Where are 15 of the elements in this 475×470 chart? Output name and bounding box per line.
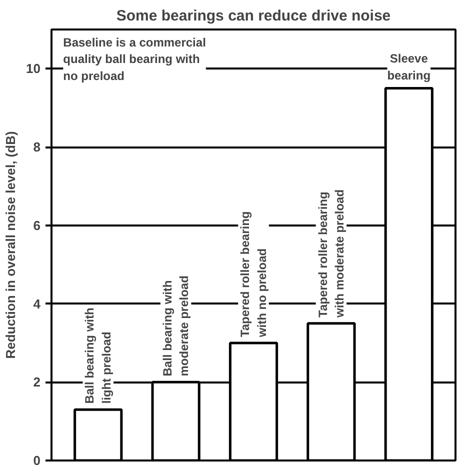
chart-title: Some bearings can reduce drive noise	[116, 8, 391, 24]
x-tick-label: Tapered roller bearing with moderate preload	[316, 189, 347, 318]
x-tick-label: Ball bearing with moderate preload	[160, 276, 192, 376]
y-axis-title: Reduction in overall noise level, (dB)	[3, 131, 18, 359]
bar	[74, 408, 123, 460]
y-tick-label: 0	[33, 453, 41, 468]
x-tick-label: Tapered roller bearing with no preload	[238, 211, 269, 338]
y-tick-label: 6	[33, 218, 41, 233]
annotation: Baseline is a commercial quality ball bearing with no preload	[63, 35, 206, 83]
y-tick-label: 10	[26, 61, 41, 76]
x-tick-label: Sleeve bearing	[387, 52, 431, 82]
y-tick-label: 2	[33, 374, 41, 390]
y-tick-label: 8	[33, 140, 41, 155]
x-tick-label: Ball bearing with light preload	[82, 308, 114, 404]
y-tick-label: 4	[33, 296, 42, 312]
